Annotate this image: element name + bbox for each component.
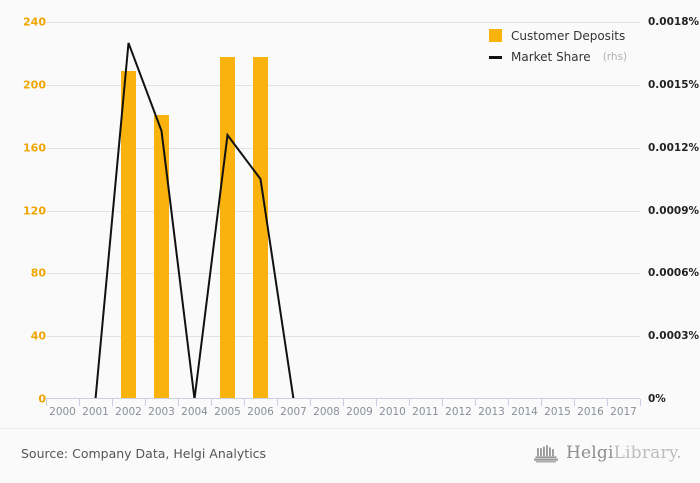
x-axis-tick	[508, 399, 509, 406]
y-axis-right-tick-label: 0.0015%	[648, 78, 700, 91]
market-share-polyline-svg	[62, 42, 624, 400]
x-axis-tick	[640, 399, 641, 406]
y-axis-right-tick-label: 0.0009%	[648, 204, 700, 217]
x-axis-label-2003: 2003	[148, 406, 175, 418]
x-axis-label-2016: 2016	[577, 406, 604, 418]
x-axis-label-2014: 2014	[511, 406, 538, 418]
x-axis-label-2008: 2008	[313, 406, 340, 418]
bar-swatch-icon	[489, 29, 502, 42]
y-axis-left-tick-label: 40	[30, 329, 46, 343]
chart-legend: Customer Deposits Market Share (rhs)	[489, 28, 627, 64]
legend-suffix-rhs: (rhs)	[602, 50, 628, 63]
gridline	[46, 273, 640, 275]
x-axis-tick	[607, 399, 608, 406]
y-axis-right-tick-label: 0.0003%	[648, 330, 700, 343]
legend-label-market-share: Market Share	[511, 49, 591, 64]
x-axis-label-2006: 2006	[247, 406, 274, 418]
bar-2003[interactable]	[153, 114, 170, 399]
library-building-icon	[533, 445, 558, 463]
legend-item-customer-deposits[interactable]: Customer Deposits	[489, 28, 627, 43]
x-axis-tick	[112, 399, 113, 406]
x-axis-label-2009: 2009	[346, 406, 373, 418]
gridline	[46, 210, 640, 212]
x-axis-tick	[442, 399, 443, 406]
x-axis-tick	[310, 399, 311, 406]
x-axis-tick	[541, 399, 542, 406]
bar-2002[interactable]	[120, 70, 137, 399]
x-axis-tick	[475, 399, 476, 406]
x-axis: 2000 2001 2002 2003 2004 2005 2006 2007 2008 2009…	[46, 399, 641, 421]
y-axis-right-tick-label: 0%	[648, 393, 666, 405]
x-axis-label-2012: 2012	[445, 406, 472, 418]
gridline	[46, 147, 640, 149]
plot-area	[46, 22, 640, 400]
chart-footer: Source: Company Data, Helgi Analytics He…	[0, 428, 700, 483]
brand-helgi: Helgi	[565, 443, 614, 463]
line-swatch-icon	[489, 50, 502, 63]
x-axis-tick	[376, 399, 377, 406]
y-axis-left-tick-label: 200	[23, 78, 46, 92]
x-axis-label-2013: 2013	[478, 406, 505, 418]
x-axis-label-2017: 2017	[610, 406, 637, 418]
x-axis-tick	[409, 399, 410, 406]
y-axis-left-tick-label: 0	[38, 392, 46, 406]
y-axis-right-tick-label: 0.0018%	[648, 16, 700, 28]
x-axis-label-2000: 2000	[49, 406, 76, 418]
brand-wordmark: HelgiLibrary.	[566, 443, 682, 463]
y-axis-left-tick-label: 80	[30, 266, 46, 280]
x-axis-tick	[277, 399, 278, 406]
brand-library: Library.	[613, 443, 682, 463]
gridline	[46, 84, 640, 86]
x-axis-tick	[244, 399, 245, 406]
x-axis-label-2002: 2002	[115, 406, 142, 418]
x-axis-tick	[79, 399, 80, 406]
gridline	[46, 22, 640, 23]
market-share-polyline[interactable]	[62, 42, 624, 400]
gridlines	[46, 22, 640, 399]
bar-2006[interactable]	[252, 56, 269, 399]
y-axis-right-tick-label: 0.0006%	[648, 267, 700, 280]
x-axis-label-2011: 2011	[412, 406, 439, 418]
bars-layer	[46, 22, 640, 399]
x-axis-tick	[211, 399, 212, 406]
x-axis-tick	[178, 399, 179, 406]
market-share-line	[46, 22, 640, 400]
x-axis-tick	[46, 399, 47, 406]
x-axis-tick	[343, 399, 344, 406]
y-axis-left-tick-label: 240	[23, 15, 46, 29]
x-axis-label-2007: 2007	[280, 406, 307, 418]
y-axis-right-tick-label: 0.0012%	[648, 141, 700, 154]
legend-label-customer-deposits: Customer Deposits	[511, 28, 626, 43]
x-axis-baseline	[46, 398, 640, 399]
x-axis-label-2005: 2005	[214, 406, 241, 418]
y-axis-left-tick-label: 120	[23, 204, 46, 217]
x-axis-tick	[574, 399, 575, 406]
x-axis-label-2010: 2010	[379, 406, 406, 418]
gridline	[46, 336, 640, 338]
x-axis-tick	[145, 399, 146, 406]
source-note: Source: Company Data, Helgi Analytics	[21, 446, 267, 461]
y-axis-left-tick-label: 160	[23, 141, 46, 155]
legend-item-market-share[interactable]: Market Share (rhs)	[489, 49, 627, 64]
helgi-library-logo[interactable]: HelgiLibrary.	[533, 443, 682, 463]
x-axis-label-2015: 2015	[544, 406, 571, 418]
x-axis-label-2004: 2004	[181, 406, 208, 418]
bar-2005[interactable]	[219, 56, 236, 399]
x-axis-label-2001: 2001	[82, 406, 109, 418]
